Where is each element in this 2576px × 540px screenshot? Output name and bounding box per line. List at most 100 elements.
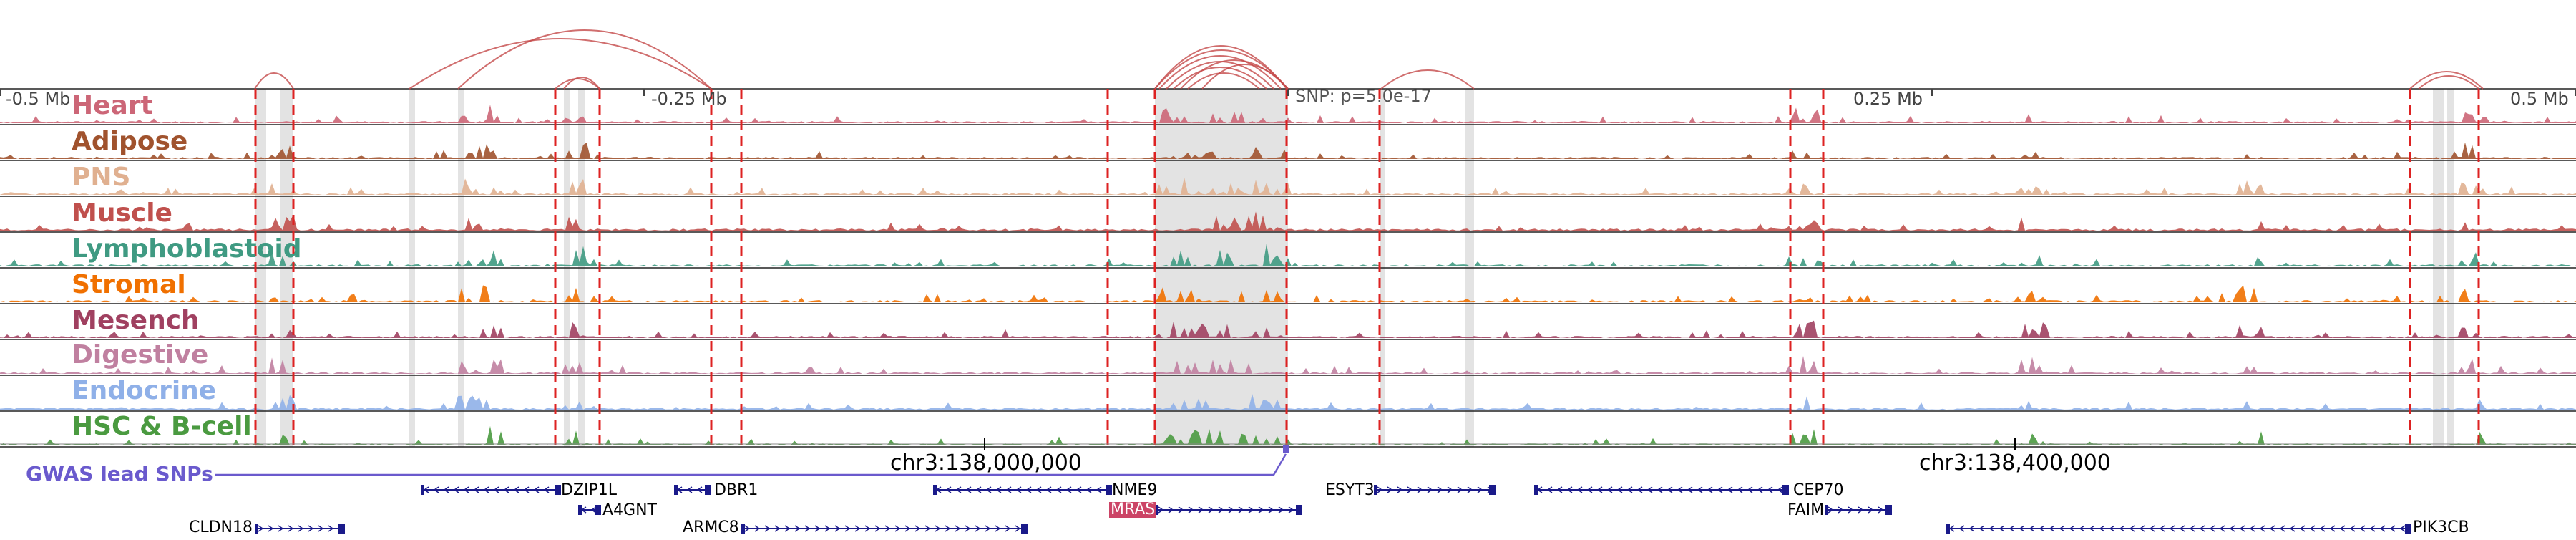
gene-strand-arrow — [288, 525, 294, 532]
gene-label-armc8[interactable]: ARMC8 — [683, 519, 739, 536]
contact-arc — [1154, 49, 1289, 90]
gene-strand-arrow — [523, 486, 530, 493]
gene-strand-arrow — [1616, 486, 1623, 493]
gene-exon — [1946, 524, 1950, 534]
gene-label-cldn18[interactable]: CLDN18 — [189, 519, 253, 536]
gene-strand-arrow — [784, 525, 791, 532]
gene-exon — [1374, 485, 1377, 495]
scale-label-left: -0.5 Mb — [6, 89, 71, 109]
gene-strand-arrow — [1777, 486, 1783, 493]
track-label-pns: PNS — [72, 163, 131, 192]
gene-strand-arrow — [1268, 506, 1274, 514]
gene-strand-arrow — [884, 525, 891, 532]
track-label-muscle: Muscle — [72, 198, 172, 228]
gene-strand-arrow — [764, 525, 771, 532]
gene-strand-arrow — [1747, 486, 1753, 493]
gene-exon — [1534, 485, 1538, 495]
gene-strand-arrow — [1387, 486, 1393, 493]
signal-track-5 — [0, 285, 2576, 302]
gene-strand-arrow — [1606, 486, 1613, 493]
gene-strand-arrow — [1878, 506, 1884, 514]
gene-strand-arrow — [2249, 525, 2255, 532]
coordinate-label-second: chr3:138,400,000 — [1919, 450, 2111, 476]
gene-strand-arrow — [975, 486, 982, 493]
gene-label-pik3cb[interactable]: PIK3CB — [2413, 519, 2469, 536]
gene-exon — [255, 524, 258, 534]
contact-arc — [254, 72, 294, 90]
gene-strand-arrow — [686, 486, 693, 493]
gene-strand-arrow — [1546, 486, 1553, 493]
contact-arc — [1380, 69, 1475, 90]
gene-strand-arrow — [2139, 525, 2145, 532]
gene-strand-arrow — [1576, 486, 1583, 493]
gene-label-faim[interactable]: FAIM — [1787, 501, 1825, 519]
gene-strand-arrow — [854, 525, 861, 532]
gene-exon — [555, 485, 561, 495]
gwas-track-label: GWAS lead SNPs — [26, 462, 213, 486]
gene-strand-arrow — [995, 486, 1002, 493]
gene-strand-arrow — [1646, 486, 1653, 493]
contact-arc — [555, 78, 600, 90]
gene-strand-arrow — [864, 525, 871, 532]
gene-strand-arrow — [1848, 506, 1854, 514]
gene-strand-arrow — [804, 525, 811, 532]
gene-strand-arrow — [904, 525, 911, 532]
gene-strand-arrow — [955, 525, 961, 532]
contact-arc — [457, 29, 712, 90]
gene-label-dbr1[interactable]: DBR1 — [714, 481, 758, 499]
gene-strand-arrow — [2379, 525, 2386, 532]
contact-arc — [2418, 75, 2479, 90]
gene-strand-arrow — [2219, 525, 2225, 532]
gene-strand-arrow — [2209, 525, 2215, 532]
gene-strand-arrow — [1707, 486, 1713, 493]
gene-strand-arrow — [1158, 506, 1164, 514]
gene-strand-arrow — [965, 486, 972, 493]
gene-strand-arrow — [473, 486, 479, 493]
gene-label-cep70[interactable]: CEP70 — [1793, 481, 1844, 499]
gene-exon — [1155, 505, 1158, 515]
gene-label-esyt3[interactable]: ESYT3 — [1325, 481, 1375, 499]
gene-strand-arrow — [2329, 525, 2336, 532]
gene-strand-arrow — [894, 525, 901, 532]
gene-strand-arrow — [1045, 486, 1052, 493]
gene-strand-arrow — [744, 525, 751, 532]
gene-strand-arrow — [985, 525, 991, 532]
contact-arc — [1187, 72, 1260, 90]
gene-strand-arrow — [513, 486, 519, 493]
gene-strand-arrow — [2319, 525, 2326, 532]
signal-track-2 — [0, 177, 2576, 195]
gene-strand-arrow — [1858, 506, 1864, 514]
contact-arc — [409, 38, 712, 90]
gene-strand-arrow — [1989, 525, 1995, 532]
gene-strand-arrow — [2099, 525, 2105, 532]
gene-strand-arrow — [2059, 525, 2065, 532]
gene-exon — [705, 485, 711, 495]
gene-strand-arrow — [2079, 525, 2085, 532]
gene-strand-arrow — [995, 525, 1001, 532]
gene-strand-arrow — [1687, 486, 1693, 493]
gene-strand-arrow — [965, 525, 971, 532]
gene-strand-arrow — [1586, 486, 1593, 493]
gene-strand-arrow — [955, 486, 962, 493]
gene-label-a4gnt[interactable]: A4GNT — [602, 501, 657, 519]
gene-exon — [1106, 485, 1112, 495]
snp-pvalue-label: SNP: p=5.0e-17 — [1295, 86, 1432, 106]
signal-track-6 — [0, 320, 2576, 338]
gene-strand-arrow — [1025, 486, 1032, 493]
track-label-adipose: Adipose — [72, 127, 188, 156]
gene-strand-arrow — [1377, 486, 1383, 493]
gene-exon — [741, 524, 745, 534]
gene-strand-arrow — [543, 486, 550, 493]
gene-label-nme9[interactable]: NME9 — [1112, 481, 1158, 499]
gene-strand-arrow — [2279, 525, 2285, 532]
gene-strand-arrow — [1417, 486, 1423, 493]
gene-label-dzip1l[interactable]: DZIP1L — [561, 481, 618, 499]
gene-strand-arrow — [1005, 486, 1012, 493]
gene-strand-arrow — [1636, 486, 1643, 493]
gene-strand-arrow — [834, 525, 841, 532]
gene-label-mras[interactable]: MRAS — [1109, 501, 1157, 519]
track-label-digestive: Digestive — [72, 340, 209, 370]
gene-strand-arrow — [2289, 525, 2296, 532]
gene-strand-arrow — [443, 486, 449, 493]
